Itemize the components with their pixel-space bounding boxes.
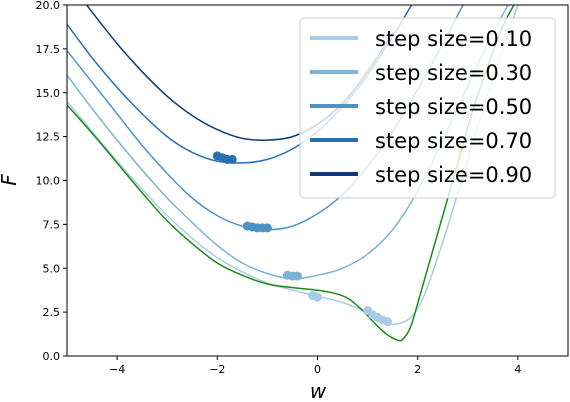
iterate-point-1 [313, 292, 322, 302]
x-tick-label: 4 [514, 363, 521, 376]
y-tick-label: 17.5 [36, 43, 61, 56]
iterate-point-4 [227, 154, 237, 164]
series-lines [67, 5, 519, 342]
y-tick-label: 10.0 [36, 175, 61, 188]
iterate-point-3 [262, 223, 272, 233]
x-tick-label: 2 [414, 363, 421, 376]
iterate-point-2 [293, 271, 302, 281]
y-tick-label: 2.5 [43, 306, 61, 319]
x-axis-label: w [310, 379, 327, 402]
x-tick-label: −4 [109, 363, 125, 376]
y-axis-label: F [0, 174, 21, 186]
x-axis-ticks: −4 −2 0 2 4 [109, 356, 521, 376]
y-tick-label: 12.5 [36, 131, 61, 144]
legend-label-2: step size=0.30 [375, 61, 532, 85]
y-tick-label: 20.0 [36, 0, 61, 12]
legend-label-1: step size=0.10 [375, 27, 532, 51]
legend-label-5: step size=0.90 [375, 163, 532, 187]
iterate-point-1 [383, 317, 393, 327]
legend-label-3: step size=0.50 [375, 95, 532, 119]
legend-box [299, 17, 556, 199]
legend: step size=0.10 step size=0.30 step size=0.… [299, 17, 556, 199]
y-tick-label: 0.0 [43, 350, 61, 363]
x-tick-label: −2 [209, 363, 225, 376]
y-tick-label: 15.0 [36, 87, 61, 100]
y-tick-label: 5.0 [43, 262, 61, 275]
series-line-1 [67, 5, 519, 326]
iterate-markers [212, 151, 393, 327]
y-axis-ticks: 0.0 2.5 5.0 7.5 10.0 12.5 15.0 17.5 20.0 [36, 0, 67, 363]
x-tick-label: 0 [314, 363, 321, 376]
legend-label-4: step size=0.70 [375, 129, 532, 153]
y-tick-label: 7.5 [43, 218, 61, 231]
